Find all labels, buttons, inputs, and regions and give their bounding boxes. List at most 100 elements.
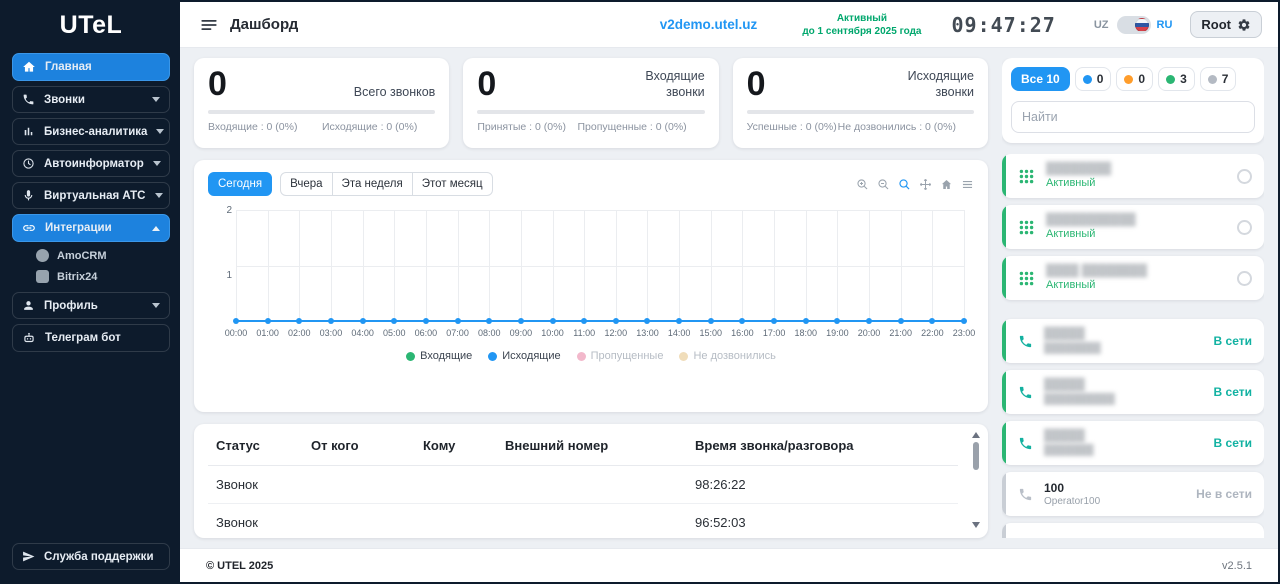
stat-value: 0 [208,68,227,100]
filter-chip-orange[interactable]: 0 [1116,67,1153,91]
sidebar-item-profile[interactable]: Профиль [12,292,170,319]
zoom-in-icon[interactable] [856,178,869,191]
sidebar-item-autoinformer[interactable]: Автоинформатор [12,150,170,177]
filter-chip-green[interactable]: 3 [1158,67,1195,91]
version: v2.5.1 [1222,560,1252,572]
chip-count: 0 [1097,72,1104,86]
filter-all-chip[interactable]: Все 10 [1011,67,1070,91]
language-toggle[interactable] [1117,16,1151,34]
lang-uz-label[interactable]: UZ [1094,19,1109,31]
stat-label: Исходящие звонки [904,69,974,100]
chart-modebar [856,178,974,191]
sidebar: UTeL Главная Звонки Бизнес-аналитика [2,2,180,582]
trunk-item[interactable]: ████ ████████ Активный [1002,256,1264,300]
operator-login: ████████ [1044,343,1101,354]
sidebar-item-virtual-pbx[interactable]: Виртуальная АТС [12,182,170,209]
stat-value: 0 [747,68,766,100]
user-name: Root [1201,17,1231,32]
scroll-down-icon[interactable] [972,522,980,528]
domain-link[interactable]: v2demo.utel.uz [660,17,758,32]
legend-item-unreached[interactable]: Не дозвонились [679,350,775,362]
scrollbar-thumb[interactable] [973,442,979,470]
search-input[interactable] [1011,101,1255,133]
radio-circle[interactable] [1237,271,1252,286]
sidebar-item-calls[interactable]: Звонки [12,86,170,113]
lang-ru-label[interactable]: RU [1157,19,1173,31]
sidebar-subitem-bitrix24[interactable]: Bitrix24 [30,266,170,287]
zoom-select-icon[interactable] [898,178,911,191]
zoom-out-icon[interactable] [877,178,890,191]
phone-icon [1018,436,1033,451]
operator-item[interactable]: 100 Operator100 Не в сети [1002,472,1264,516]
license-status-text: Активный [802,12,921,25]
sidebar-item-home[interactable]: Главная [12,53,170,81]
filter-chip-gray[interactable]: 7 [1200,67,1237,91]
cell-status: Звонок [216,477,311,492]
sidebar-item-support[interactable]: Служба поддержки [12,543,170,570]
dialpad-icon [1018,270,1035,287]
table-row[interactable]: Звонок 96:52:03 [208,504,958,538]
legend-dot [577,352,586,361]
status-accent [1002,205,1006,249]
legend-item-incoming[interactable]: Входящие [406,350,472,362]
modebar-menu-icon[interactable] [961,178,974,191]
trunk-status: Активный [1046,177,1111,189]
radio-circle[interactable] [1237,220,1252,235]
col-to: Кому [423,438,505,453]
sidebar-nav: Главная Звонки Бизнес-аналитика [2,48,180,352]
reset-axes-icon[interactable] [940,178,953,191]
status-accent [1002,421,1006,465]
app-logo: UTeL [2,2,180,48]
content: 0 Всего звонков Входящие : 0 (0%) Исходя… [180,48,1278,548]
online-status: В сети [1214,334,1252,348]
status-accent [1002,370,1006,414]
operator-item[interactable]: █████ ████████ В сети [1002,319,1264,363]
user-menu-button[interactable]: Root [1190,11,1262,38]
radio-circle[interactable] [1237,169,1252,184]
operator-name: 100 [1044,481,1100,495]
sidebar-item-label: Бизнес-аналитика [44,126,147,138]
menu-toggle-icon[interactable] [200,16,218,34]
legend-item-missed[interactable]: Пропущенные [577,350,664,362]
legend-dot [679,352,688,361]
tab-today[interactable]: Сегодня [208,172,272,196]
robot-icon [22,331,36,345]
period-tabs: Сегодня Вчера Эта неделя Этот месяц [208,172,493,196]
stat-sub-left: Входящие : 0 (0%) [208,121,297,133]
sidebar-subitem-amocrm[interactable]: AmoCRM [30,245,170,266]
status-accent [1002,523,1006,538]
russian-flag-icon [1135,18,1149,32]
table-scrollbar[interactable] [970,432,981,528]
cell-time: 96:52:03 [695,515,950,530]
trunk-item[interactable]: ███████████ Активный [1002,205,1264,249]
stat-card-incoming-calls: 0 Входящие звонки Принятые : 0 (0%) Проп… [463,58,718,148]
status-accent [1002,154,1006,198]
col-from: От кого [311,438,423,453]
operator-item[interactable]: █████ ███████ В сети [1002,421,1264,465]
tab-this-month[interactable]: Этот месяц [412,172,493,196]
chip-count: 3 [1180,72,1187,86]
scroll-up-icon[interactable] [972,432,980,438]
trunk-item[interactable]: ████████ Активный [1002,154,1264,198]
status-accent [1002,256,1006,300]
status-dot [1083,75,1092,84]
tab-yesterday[interactable]: Вчера [280,172,332,196]
list-item-partial[interactable] [1002,523,1264,538]
y-tick-2: 2 [218,205,232,216]
status-dot [1124,75,1133,84]
filter-chips: Все 10 0 0 3 [1011,67,1255,91]
trunk-name: ████████ [1046,163,1111,177]
filter-chip-blue[interactable]: 0 [1075,67,1112,91]
pan-icon[interactable] [919,178,932,191]
sidebar-item-analytics[interactable]: Бизнес-аналитика [12,118,170,145]
sidebar-item-telegram-bot[interactable]: Телеграм бот [12,324,170,352]
tab-this-week[interactable]: Эта неделя [332,172,413,196]
calls-table-card: Статус От кого Кому Внешний номер Время … [194,424,988,538]
offline-status: Не в сети [1196,487,1252,501]
chart-plot[interactable] [236,210,964,322]
legend-item-outgoing[interactable]: Исходящие [488,350,560,362]
table-row[interactable]: Звонок 98:26:22 [208,466,958,504]
operator-item[interactable]: █████ ██████████ В сети [1002,370,1264,414]
table-header-row: Статус От кого Кому Внешний номер Время … [208,426,958,466]
sidebar-item-integrations[interactable]: Интеграции [12,214,170,242]
